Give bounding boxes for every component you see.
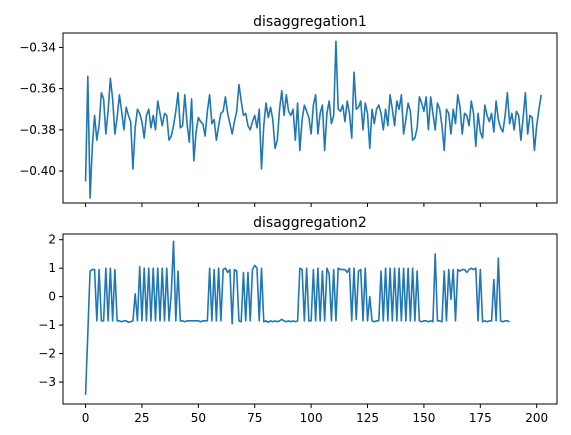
plot-frame [62,233,558,405]
y-tick-label: −0.40 [19,164,56,178]
subplot-disaggregation1: disaggregation1 −0.40 −0.38 −0.36 −0.34 [19,14,558,207]
x-tick-label: 0 [82,411,90,425]
x-tick-label: 50 [191,411,206,425]
y-tick-label: −1 [38,318,56,332]
subplot-disaggregation2: disaggregation2 0 25 50 75 100 125 150 175 200 −3 −… [38,215,558,425]
x-tick-label: 75 [247,411,262,425]
x-tick-label: 125 [356,411,379,425]
x-tick-label: 25 [134,411,149,425]
y-tick-label: −3 [38,375,56,389]
series-line-0 [84,240,510,395]
y-tick-label: −0.38 [19,123,56,137]
x-tick-label: 150 [412,411,435,425]
x-tick-label: 175 [469,411,492,425]
y-tick-label: 1 [48,261,56,275]
chart-title: disaggregation1 [253,14,367,30]
y-tick-label: 0 [48,290,56,304]
chart-title: disaggregation2 [253,215,367,231]
series-line-0 [84,40,543,199]
y-tick-label: −0.36 [19,82,56,96]
plot-frame [62,32,558,204]
x-tick-label: 100 [300,411,323,425]
y-tick-label: 2 [48,233,56,247]
x-tick-label: 200 [525,411,548,425]
y-tick-label: −2 [38,347,56,361]
y-tick-label: −0.34 [19,40,56,54]
